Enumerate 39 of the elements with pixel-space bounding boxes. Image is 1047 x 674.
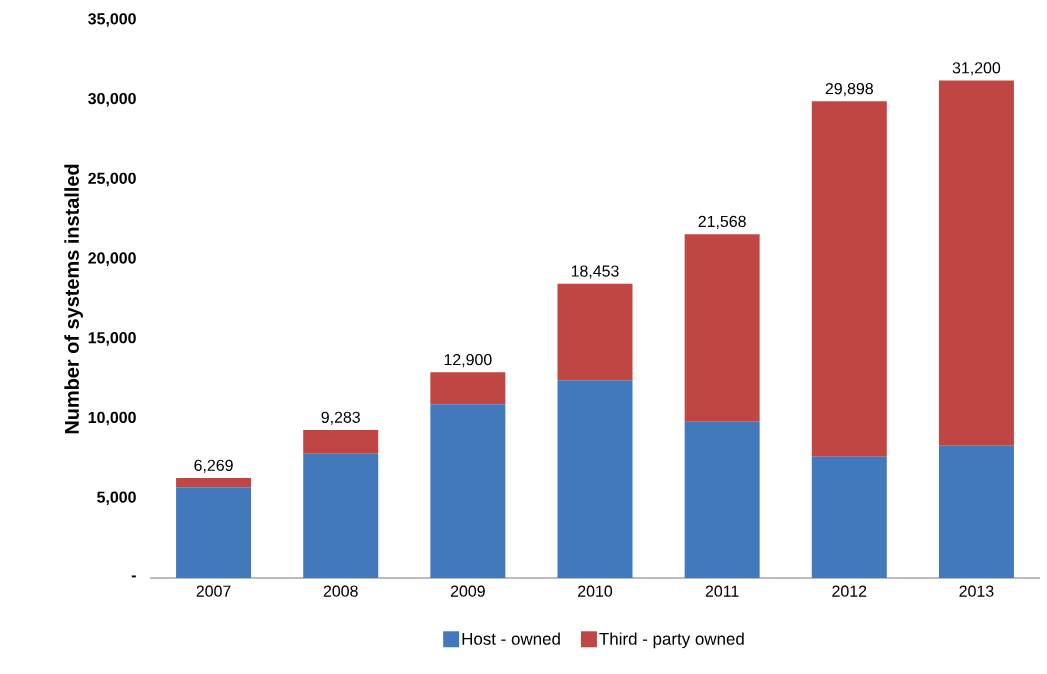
bar	[176, 487, 252, 578]
y-tick-label: -	[131, 575, 136, 578]
y-axis-title: Number of systems installed	[64, 164, 83, 434]
total-label: 31,200	[952, 62, 1001, 76]
total-label: 18,453	[571, 265, 619, 279]
total-label: 6,269	[194, 459, 233, 473]
x-tick-label: 2012	[832, 585, 867, 597]
x-tick-label: 2013	[959, 585, 994, 597]
bar	[303, 430, 379, 454]
y-tick-label: 35,000	[88, 13, 136, 27]
y-tick-label: 25,000	[88, 172, 136, 187]
bar	[938, 80, 1014, 446]
x-tick-label: 2007	[196, 585, 231, 597]
total-label: 21,568	[698, 215, 746, 229]
total-label: 12,900	[444, 353, 492, 368]
bar	[176, 478, 252, 488]
y-tick-label: 20,000	[88, 252, 136, 266]
x-tick-label: 2008	[323, 585, 358, 597]
x-tick-label: 2011	[705, 585, 739, 597]
bar	[303, 453, 379, 578]
legend-label: Third - party owned	[599, 632, 744, 649]
total-label: 9,283	[321, 411, 360, 425]
x-tick-label: 2010	[578, 585, 613, 597]
bar	[557, 380, 633, 578]
bar	[684, 234, 760, 422]
y-tick-label: 10,000	[88, 411, 136, 426]
legend-label: Host - owned	[462, 632, 560, 645]
bar	[557, 283, 633, 381]
bar	[811, 456, 887, 578]
x-tick-label: 2009	[450, 585, 485, 597]
y-tick-label: 5,000	[97, 491, 136, 506]
total-label: 29,898	[825, 82, 873, 97]
bar	[938, 445, 1014, 578]
bar	[430, 404, 506, 578]
bar	[684, 421, 760, 578]
bar	[430, 372, 506, 405]
y-tick-label: 15,000	[88, 332, 136, 346]
y-tick-label: 30,000	[88, 92, 136, 107]
bar	[811, 101, 887, 457]
